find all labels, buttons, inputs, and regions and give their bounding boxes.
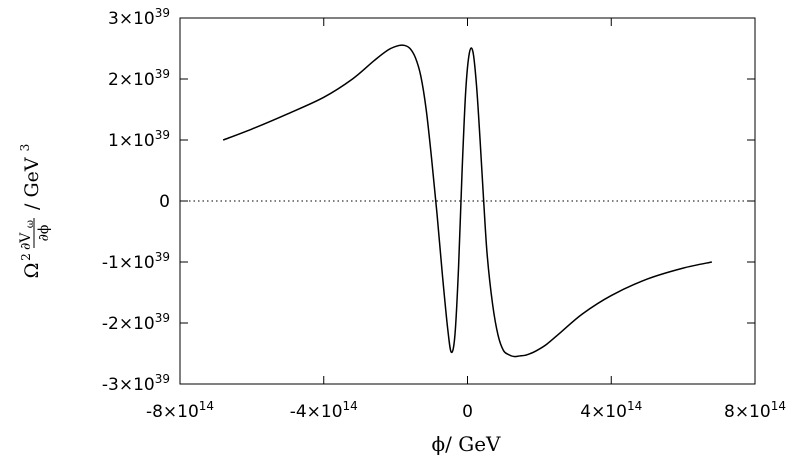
x-tick-label: -4×1014	[290, 399, 358, 422]
y-tick-label: 1×1039	[108, 128, 170, 151]
x-tick-label: 8×1014	[724, 399, 786, 422]
x-tick-label: -8×1014	[146, 399, 214, 422]
y-tick-label: 0	[159, 192, 170, 212]
y-tick-label: -2×1039	[102, 311, 170, 334]
x-axis-title: ϕ/ GeV	[432, 432, 502, 456]
y-axis-omega-power: 2	[19, 253, 33, 261]
y-tick-label: -3×1039	[102, 372, 170, 395]
y-axis-numerator: ∂V ω	[18, 220, 36, 250]
y-axis-numerator-sub: ω	[25, 220, 36, 228]
y-axis-unit-power: 3	[18, 144, 32, 152]
y-tick-label: 2×1039	[108, 67, 170, 90]
y-axis-omega: Ω	[21, 263, 43, 279]
x-tick-label: 0	[462, 402, 473, 422]
y-axis-unit: / GeV 3	[18, 144, 43, 210]
series-line-0	[222, 44, 713, 358]
y-tick-label: 3×1039	[108, 6, 170, 29]
y-tick-label: -1×1039	[102, 250, 170, 273]
y-axis-title: Ω 2 ∂V ω ∂ϕ / GeV 3	[18, 144, 52, 279]
x-tick-label: 4×1014	[580, 399, 642, 422]
y-axis-denominator: ∂ϕ	[36, 225, 52, 242]
svg-text:Ω 2: Ω 2	[19, 253, 43, 278]
